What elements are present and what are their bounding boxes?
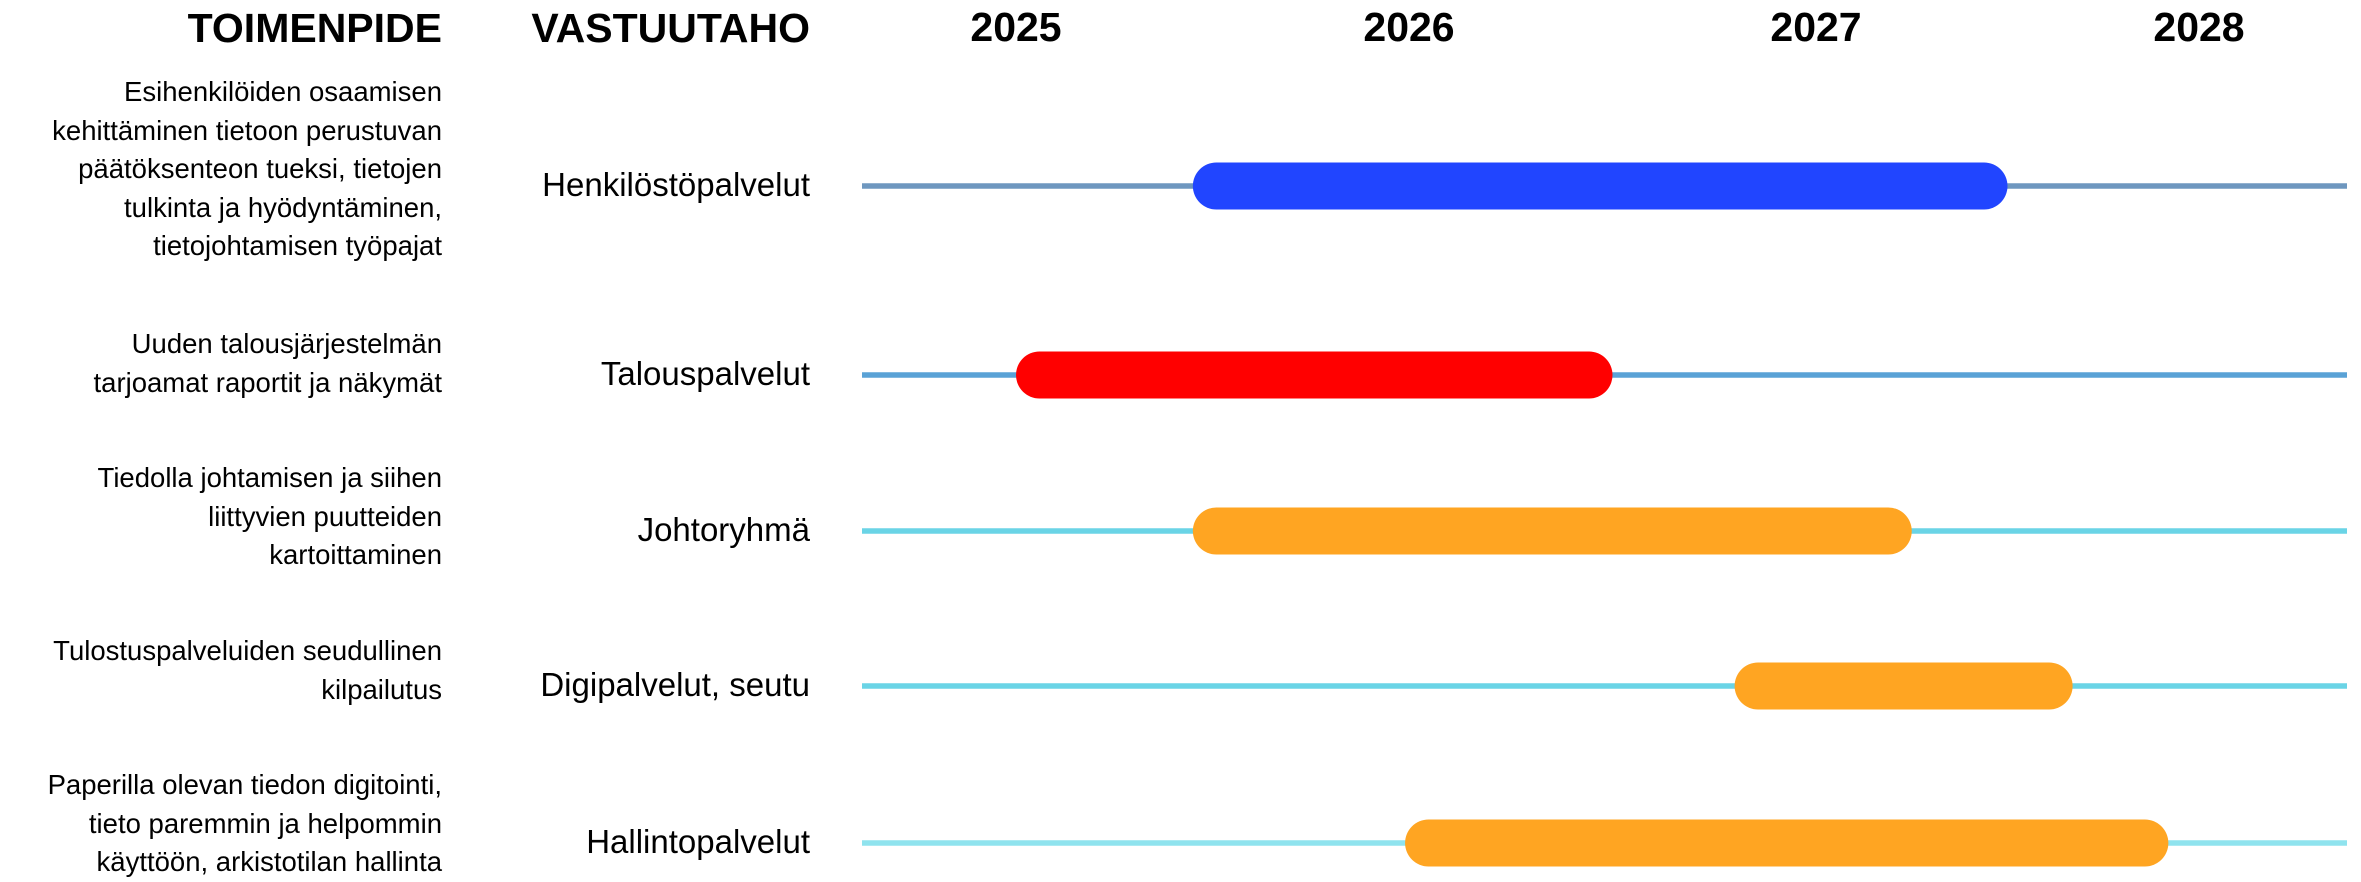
task-line: Paperilla olevan tiedon digitointi, [47, 769, 442, 800]
task-description: Uuden talousjärjestelmän tarjoamat raport… [0, 325, 442, 402]
task-line: Tulostuspalveluiden seudullinen [53, 635, 442, 666]
responsible-label: Johtoryhmä [637, 511, 810, 548]
task-description: Tulostuspalveluiden seudullinen kilpailut… [0, 632, 442, 709]
task-line: päätöksenteon tueksi, tietojen [78, 153, 442, 184]
year-label: 2026 [1363, 4, 1454, 50]
responsible-label: Hallintopalvelut [586, 823, 810, 860]
responsible-label: Digipalvelut, seutu [540, 666, 810, 703]
task-line: käyttöön, arkistotilan hallinta [96, 846, 442, 877]
task-line: tietojohtamisen työpajat [153, 230, 442, 261]
task-duration-bar [1734, 662, 2073, 710]
task-description: Tiedolla johtamisen ja siihen liittyvien … [0, 459, 442, 575]
task-description: Esihenkilöiden osaamisen kehittäminen tie… [0, 73, 442, 266]
task-line: kilpailutus [321, 673, 442, 705]
year-label: 2025 [970, 4, 1061, 50]
year-label: 2027 [1770, 4, 1861, 50]
task-line: kehittäminen tietoon perustuvan [52, 114, 442, 146]
responsible-label: Henkilöstöpalvelut [542, 166, 810, 203]
task-duration-bar [1016, 351, 1613, 399]
task-line: tarjoamat raportit ja näkymät [93, 366, 442, 398]
header-responsible: VASTUUTAHO [531, 5, 810, 51]
task-duration-bar [1192, 507, 1912, 555]
task-line: Esihenkilöiden osaamisen [124, 76, 442, 107]
task-line: liittyvien puutteiden [208, 500, 442, 532]
task-line: Tiedolla johtamisen ja siihen [97, 462, 442, 493]
year-label: 2028 [2153, 4, 2244, 50]
task-line: tieto paremmin ja helpommin [88, 807, 442, 839]
task-duration-bar [1192, 162, 2008, 210]
task-line: Uuden talousjärjestelmän [131, 328, 442, 359]
task-duration-bar [1405, 819, 2169, 867]
year-axis: 2025 2026 2027 2028 [970, 4, 2244, 50]
header-action: TOIMENPIDE [187, 5, 442, 51]
task-line: tulkinta ja hyödyntäminen, [124, 191, 442, 223]
task-line: kartoittaminen [269, 539, 442, 570]
task-description: Paperilla olevan tiedon digitointi, tieto… [0, 766, 442, 882]
responsible-label: Talouspalvelut [600, 355, 810, 392]
timeline-tracks [862, 162, 2347, 867]
